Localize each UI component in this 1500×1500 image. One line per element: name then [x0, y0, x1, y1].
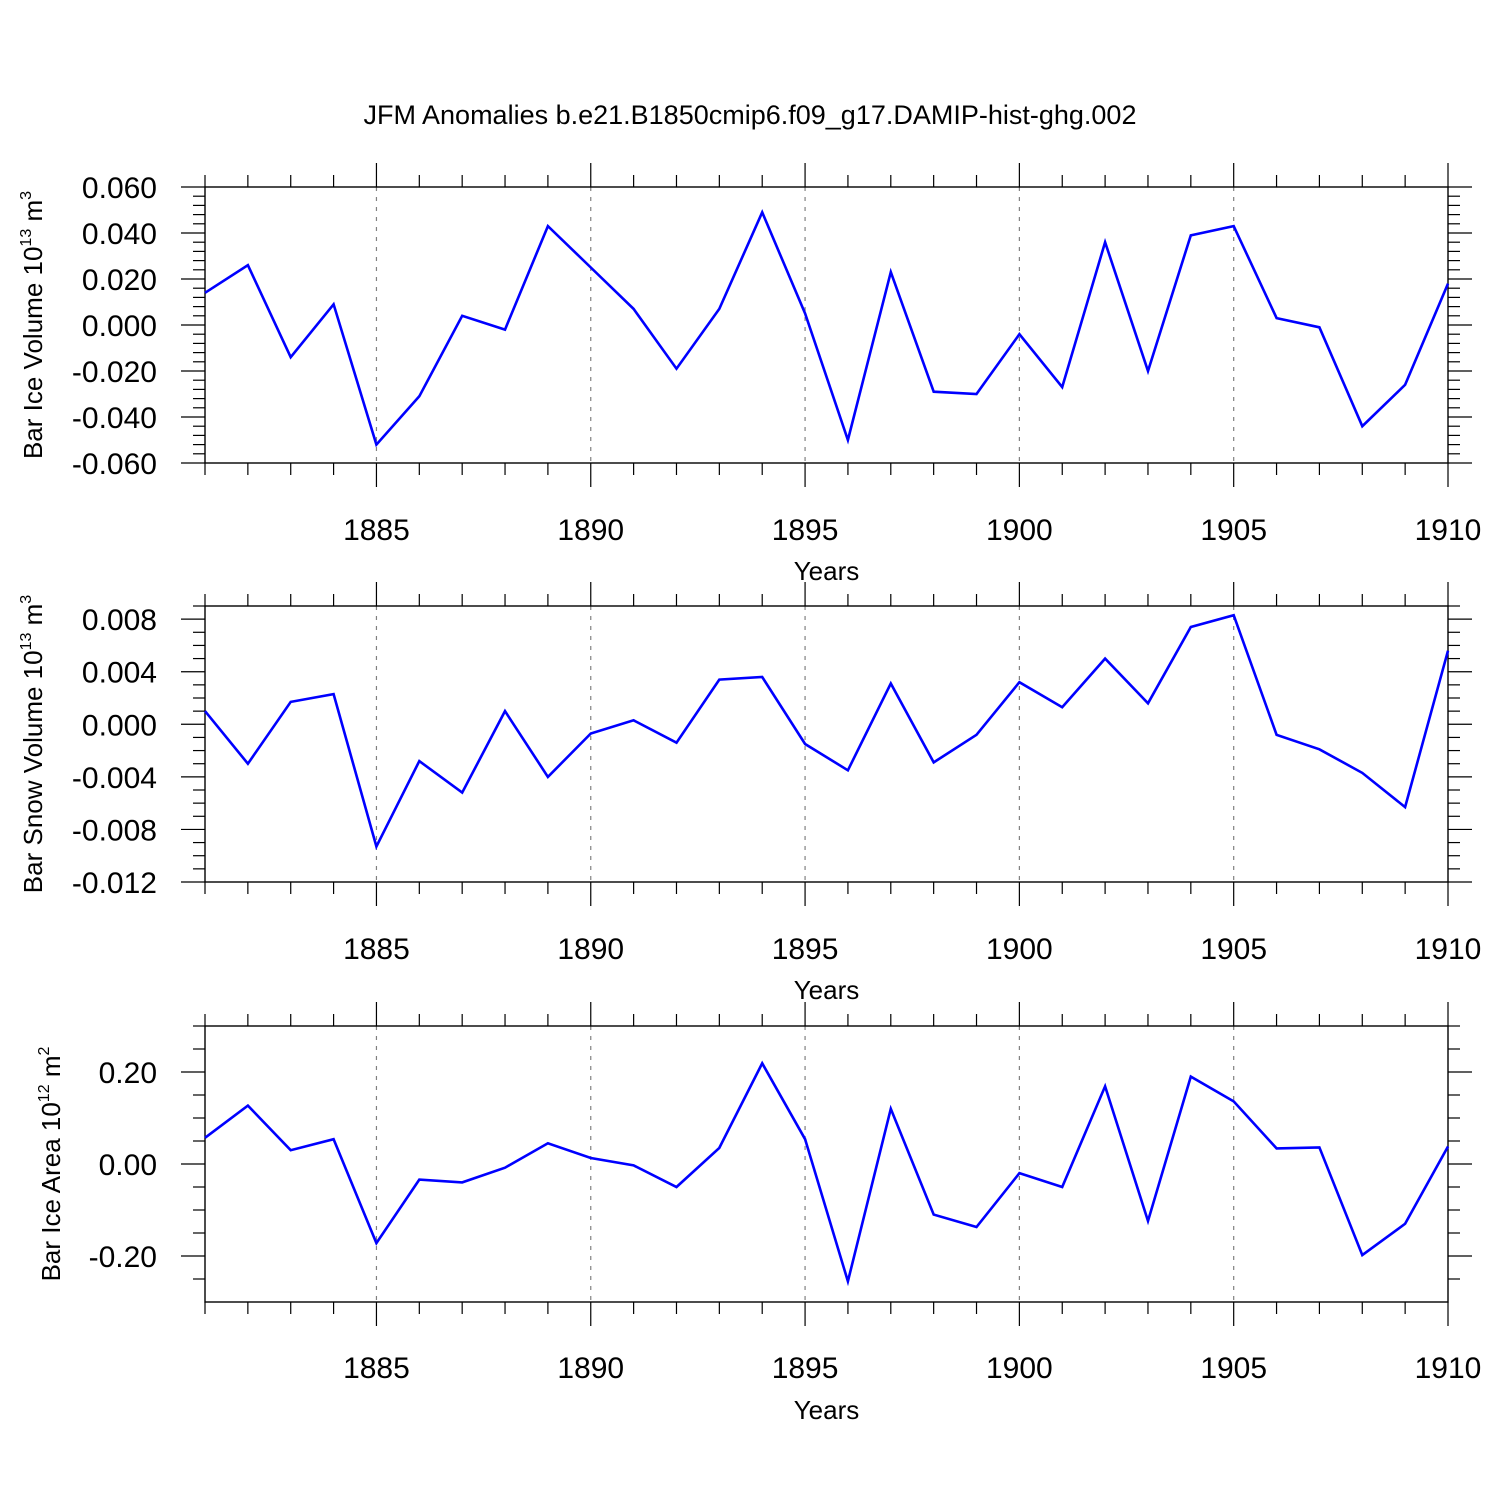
- y-axis-title-text: Bar Snow Volume 10: [18, 650, 48, 893]
- x-axis-title: Years: [794, 1395, 860, 1425]
- y-axis-title: Bar Snow Volume 1013 m3: [18, 595, 48, 894]
- y-tick-label: -0.040: [72, 402, 157, 435]
- x-tick-label: 1890: [557, 514, 624, 547]
- y-tick-label: 0.000: [82, 709, 157, 742]
- x-tick-label: 1885: [343, 933, 410, 966]
- x-axis-title: Years: [794, 975, 860, 1005]
- y-tick-label: -0.020: [72, 356, 157, 389]
- x-tick-label: 1910: [1415, 1352, 1482, 1385]
- x-tick-label: 1890: [557, 933, 624, 966]
- y-tick-label: -0.012: [72, 867, 157, 900]
- y-axis-title: Bar Ice Volume 1013 m3: [18, 191, 48, 459]
- x-tick-label: 1890: [557, 1352, 624, 1385]
- series-line-1: [203, 613, 1450, 851]
- plot-frame: [204, 1025, 1449, 1303]
- series-line-1: [204, 209, 1450, 448]
- y-axis-title-unit-exponent: 2: [36, 1046, 53, 1055]
- x-tick-label: 1895: [772, 514, 839, 547]
- series-line-1: [204, 1060, 1450, 1287]
- x-tick-label: 1895: [772, 933, 839, 966]
- x-tick-label: 1885: [343, 514, 410, 547]
- y-tick-label: -0.008: [72, 814, 157, 847]
- y-axis-title-exponent: 13: [18, 632, 35, 650]
- y-tick-label: -0.060: [72, 448, 157, 481]
- x-tick-label: 1895: [772, 1352, 839, 1385]
- x-tick-label: 1905: [1200, 1352, 1267, 1385]
- x-tick-label: 1905: [1200, 514, 1267, 547]
- y-tick-label: 0.060: [82, 172, 157, 205]
- y-axis-title-text: Bar Ice Area 10: [36, 1102, 66, 1281]
- y-tick-label: 0.008: [82, 604, 157, 637]
- y-axis-title-unit: m: [18, 200, 48, 229]
- x-tick-label: 1910: [1415, 514, 1482, 547]
- x-tick-label: 1905: [1200, 933, 1267, 966]
- panels-container: -0.060 -0.040 -0.020 0.000 0.020 0.040 0.060 18…: [18, 163, 1481, 1425]
- y-axis-title-exponent: 13: [18, 229, 35, 247]
- panel-2: -0.012 -0.008 -0.004 0.000 0.004 0.008 1885 189…: [18, 582, 1481, 1005]
- y-tick-label: 0.020: [82, 264, 157, 297]
- x-tick-label: 1900: [986, 1352, 1053, 1385]
- y-tick-label: 0.00: [99, 1149, 157, 1182]
- x-tick-label: 1900: [986, 514, 1053, 547]
- panel-3: -0.20 0.00 0.20 1885 1890 1895 1900 1905 1910 Yea…: [36, 1002, 1481, 1425]
- x-tick-label: 1885: [343, 1352, 410, 1385]
- y-axis-title-unit-exponent: 3: [18, 595, 35, 604]
- plot-frame: [204, 605, 1449, 883]
- y-tick-label: 0.004: [82, 657, 157, 690]
- x-tick-label: 1910: [1415, 933, 1482, 966]
- y-axis-title-text: Bar Ice Volume 10: [18, 247, 48, 459]
- y-tick-label: 0.20: [99, 1057, 157, 1090]
- y-tick-label: -0.004: [72, 762, 157, 795]
- plot-frame: [204, 186, 1449, 464]
- x-tick-label: 1900: [986, 933, 1053, 966]
- y-tick-label: 0.040: [82, 218, 157, 251]
- figure-title: JFM Anomalies b.e21.B1850cmip6.f09_g17.D…: [364, 100, 1137, 130]
- y-axis-title-unit: m: [18, 604, 48, 633]
- y-tick-label: 0.000: [82, 310, 157, 343]
- y-axis-title-unit-exponent: 3: [18, 191, 35, 200]
- y-axis-title-unit: m: [36, 1055, 66, 1084]
- y-axis-title-exponent: 12: [36, 1084, 53, 1102]
- x-axis-title: Years: [794, 556, 860, 586]
- panel-1: -0.060 -0.040 -0.020 0.000 0.020 0.040 0.060 18…: [18, 163, 1481, 586]
- y-axis-title: Bar Ice Area 1012 m2: [36, 1046, 66, 1281]
- y-tick-label: -0.20: [89, 1241, 157, 1274]
